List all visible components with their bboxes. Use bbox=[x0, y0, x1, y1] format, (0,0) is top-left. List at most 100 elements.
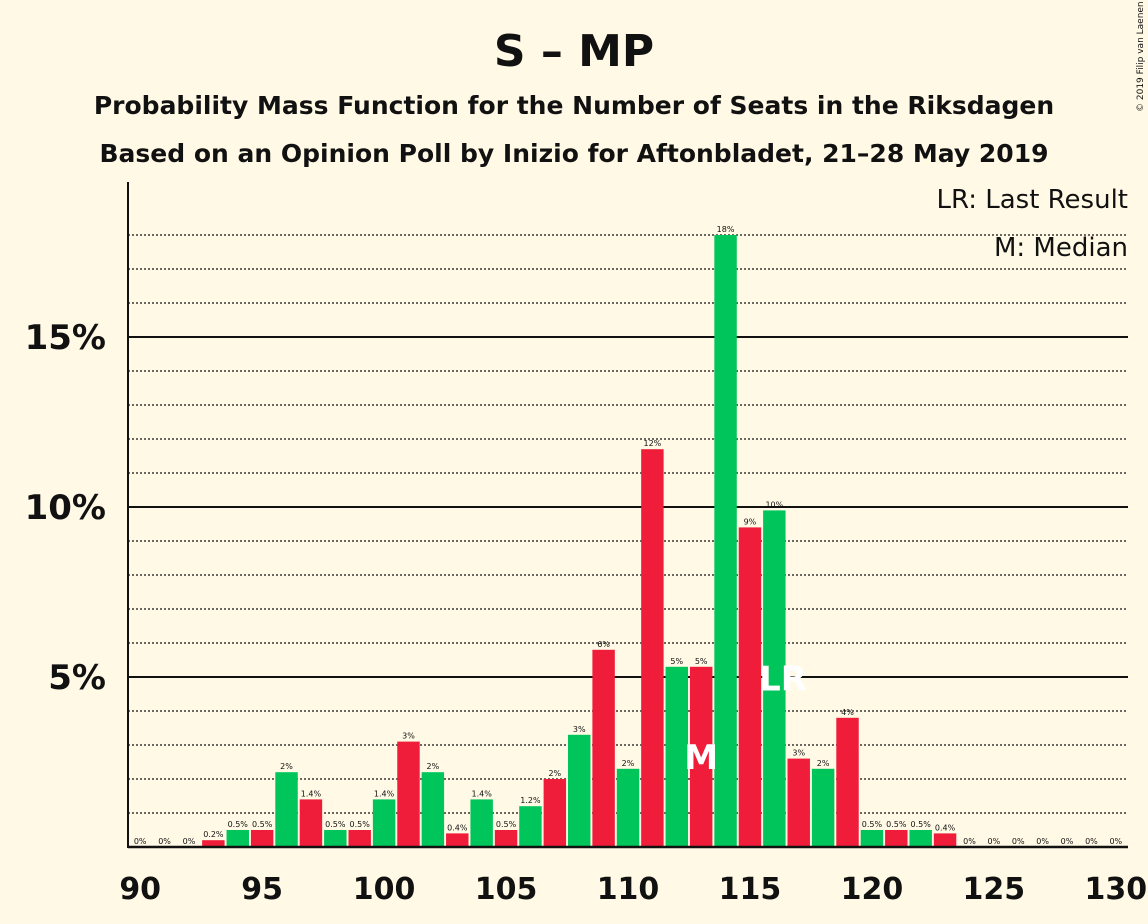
axes bbox=[127, 182, 1128, 849]
legend-median: M: Median bbox=[994, 233, 1128, 263]
chart-title: S – MP bbox=[494, 26, 654, 77]
y-tick-labels: 5% 10% 15% bbox=[25, 318, 106, 698]
x-tick-label: 90 bbox=[119, 872, 161, 907]
data-label-seat-93: 0.2% bbox=[203, 830, 224, 839]
bar-seat-113 bbox=[689, 666, 713, 847]
data-label-seat-92: 0% bbox=[183, 837, 196, 846]
data-label-seat-102: 2% bbox=[427, 762, 440, 771]
data-label-seat-95: 0.5% bbox=[252, 820, 273, 829]
data-label-seat-124: 0% bbox=[963, 837, 976, 846]
x-tick-label: 115 bbox=[719, 872, 782, 907]
bars bbox=[202, 235, 957, 847]
data-label-seat-103: 0.4% bbox=[447, 823, 468, 832]
data-label-seat-101: 3% bbox=[402, 732, 415, 741]
bar-seat-98 bbox=[324, 830, 347, 847]
bar-seat-123 bbox=[933, 833, 957, 847]
data-label-seat-105: 0.5% bbox=[496, 820, 517, 829]
data-label-seat-118: 2% bbox=[817, 759, 830, 768]
x-tick-labels: 90 95 100 105 110 115 120 125 130 bbox=[119, 872, 1147, 907]
data-label-seat-111: 12% bbox=[643, 439, 661, 448]
bar-seat-106 bbox=[519, 806, 542, 847]
bar-seat-112 bbox=[665, 666, 688, 847]
data-label-seat-127: 0% bbox=[1036, 837, 1049, 846]
data-label-seat-91: 0% bbox=[158, 837, 171, 846]
bar-seat-118 bbox=[811, 768, 835, 847]
data-label-seat-104: 1.4% bbox=[471, 789, 492, 798]
chart-subtitle-2: Based on an Opinion Poll by Inizio for A… bbox=[100, 139, 1049, 168]
data-label-seat-108: 3% bbox=[573, 725, 586, 734]
bar-seat-94 bbox=[226, 830, 249, 847]
data-label-seat-90: 0% bbox=[134, 837, 147, 846]
bar-seat-104 bbox=[470, 799, 493, 847]
x-tick-label: 105 bbox=[475, 872, 538, 907]
data-label-seat-99: 0.5% bbox=[350, 820, 371, 829]
data-label-seat-115: 9% bbox=[744, 517, 757, 526]
data-label-seat-114: 18% bbox=[717, 225, 735, 234]
x-tick-label: 100 bbox=[353, 872, 416, 907]
bar-seat-97 bbox=[299, 799, 323, 847]
data-label-seat-112: 5% bbox=[670, 657, 683, 666]
y-tick-label: 10% bbox=[25, 488, 106, 528]
data-label-seat-98: 0.5% bbox=[325, 820, 346, 829]
data-label-seat-100: 1.4% bbox=[374, 789, 395, 798]
gridlines bbox=[128, 234, 1128, 814]
data-label-seat-117: 3% bbox=[792, 749, 805, 758]
median-marker: M bbox=[684, 738, 718, 778]
data-label-seat-119: 4% bbox=[841, 708, 854, 717]
bar-seat-108 bbox=[568, 734, 591, 847]
bar-seat-120 bbox=[860, 830, 884, 847]
data-label-seat-106: 1.2% bbox=[520, 796, 541, 805]
data-label-seat-125: 0% bbox=[988, 837, 1001, 846]
data-label-seat-113: 5% bbox=[695, 657, 708, 666]
x-tick-label: 95 bbox=[241, 872, 283, 907]
data-label-seat-122: 0.5% bbox=[911, 820, 932, 829]
bar-seat-107 bbox=[543, 779, 567, 847]
x-tick-label: 120 bbox=[841, 872, 904, 907]
x-tick-label: 110 bbox=[597, 872, 660, 907]
x-tick-label: 130 bbox=[1084, 872, 1147, 907]
data-label-seat-126: 0% bbox=[1012, 837, 1025, 846]
chart-subtitle-1: Probability Mass Function for the Number… bbox=[94, 91, 1054, 120]
bar-seat-121 bbox=[885, 830, 908, 847]
data-label-seat-129: 0% bbox=[1085, 837, 1098, 846]
bar-seat-102 bbox=[421, 772, 445, 847]
bar-seat-111 bbox=[641, 449, 664, 847]
x-tick-label: 125 bbox=[963, 872, 1026, 907]
legend-last-result: LR: Last Result bbox=[936, 185, 1128, 215]
bar-seat-109 bbox=[592, 649, 615, 847]
markers: M LR bbox=[684, 660, 807, 778]
data-label-seat-109: 6% bbox=[597, 640, 610, 649]
y-tick-label: 15% bbox=[25, 318, 106, 358]
copyright-notice: © 2019 Filip van Laenen bbox=[1136, 1, 1146, 112]
data-label-seat-97: 1.4% bbox=[301, 789, 322, 798]
bar-seat-99 bbox=[348, 830, 371, 847]
last-result-marker: LR bbox=[759, 660, 807, 700]
bar-seat-117 bbox=[787, 758, 810, 847]
data-label-seat-128: 0% bbox=[1061, 837, 1074, 846]
data-label-seat-123: 0.4% bbox=[935, 823, 956, 832]
bar-seat-95 bbox=[250, 830, 274, 847]
bar-seat-105 bbox=[494, 830, 518, 847]
bar-seat-122 bbox=[909, 830, 932, 847]
bar-seat-93 bbox=[202, 840, 225, 847]
bar-seat-103 bbox=[446, 833, 469, 847]
data-label-seat-96: 2% bbox=[280, 762, 293, 771]
data-label-seat-121: 0.5% bbox=[886, 820, 907, 829]
data-label-seat-130: 0% bbox=[1109, 837, 1122, 846]
bar-seat-100 bbox=[372, 799, 396, 847]
y-tick-label: 5% bbox=[48, 658, 106, 698]
data-label-seat-94: 0.5% bbox=[228, 820, 249, 829]
bar-seat-116 bbox=[763, 510, 786, 847]
bar-seat-101 bbox=[397, 741, 420, 847]
data-label-seat-120: 0.5% bbox=[862, 820, 883, 829]
data-label-seat-116: 10% bbox=[765, 500, 783, 509]
data-label-seat-110: 2% bbox=[622, 759, 635, 768]
bar-seat-114 bbox=[714, 235, 737, 847]
bar-seat-110 bbox=[616, 768, 640, 847]
bar-seat-96 bbox=[275, 772, 298, 847]
bar-seat-115 bbox=[738, 527, 762, 847]
bar-labels: 0% 0% 0%0.2%0.5% 0.5%2%1.4%0.5% 0.5%1.4%3%2%… bbox=[134, 225, 1123, 846]
bar-seat-119 bbox=[836, 717, 859, 847]
data-label-seat-107: 2% bbox=[548, 769, 561, 778]
